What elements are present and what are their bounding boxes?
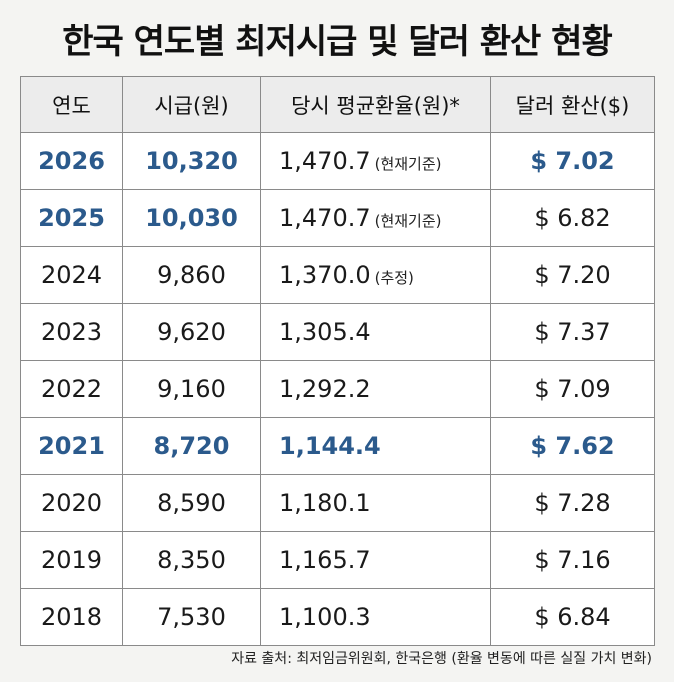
table-row: 2026 10,320 1,470.7 (현재기준) $ 7.02 — [20, 132, 655, 190]
year-cell: 2018 — [20, 588, 123, 646]
rate-value: 1,292.2 — [279, 375, 371, 403]
year-cell: 2025 — [20, 189, 123, 247]
wage-cell: 9,620 — [122, 303, 261, 361]
wage-cell: 9,160 — [122, 360, 261, 418]
rate-cell: 1,305.4 — [260, 303, 491, 361]
table-row: 2020 8,590 1,180.1 $ 7.28 — [20, 474, 655, 532]
table-row: 2025 10,030 1,470.7 (현재기준) $ 6.82 — [20, 189, 655, 247]
table-row: 2021 8,720 1,144.4 $ 7.62 — [20, 417, 655, 475]
year-cell: 2019 — [20, 531, 123, 589]
rate-cell: 1,180.1 — [260, 474, 491, 532]
usd-cell: $ 6.82 — [490, 189, 655, 247]
year-cell: 2026 — [20, 132, 123, 190]
table-row: 2024 9,860 1,370.0 (추정) $ 7.20 — [20, 246, 655, 304]
minimum-wage-table: 연도 시급(원) 당시 평균환율(원)* 달러 환산($) 2026 10,32… — [20, 76, 655, 646]
wage-cell: 10,320 — [122, 132, 261, 190]
page-title: 한국 연도별 최저시급 및 달러 환산 현황 — [62, 22, 613, 62]
rate-cell: 1,144.4 — [260, 417, 491, 475]
year-cell: 2020 — [20, 474, 123, 532]
usd-cell: $ 7.09 — [490, 360, 655, 418]
wage-cell: 9,860 — [122, 246, 261, 304]
rate-value: 1,370.0 — [279, 261, 371, 289]
source-note: 자료 출처: 최저임금위원회, 한국은행 (환율 변동에 따른 실질 가치 변화… — [231, 651, 652, 667]
rate-value: 1,305.4 — [279, 318, 371, 346]
year-cell: 2024 — [20, 246, 123, 304]
header-year: 연도 — [20, 76, 123, 133]
rate-cell: 1,470.7 (현재기준) — [260, 189, 491, 247]
rate-note: (추정) — [374, 269, 414, 287]
year-cell: 2021 — [20, 417, 123, 475]
rate-value: 1,470.7 — [279, 147, 371, 175]
rate-cell: 1,165.7 — [260, 531, 491, 589]
header-exchange-rate: 당시 평균환율(원)* — [260, 76, 491, 133]
rate-value: 1,180.1 — [279, 489, 371, 517]
year-cell: 2022 — [20, 360, 123, 418]
table-row: 2019 8,350 1,165.7 $ 7.16 — [20, 531, 655, 589]
usd-cell: $ 7.37 — [490, 303, 655, 361]
wage-cell: 8,720 — [122, 417, 261, 475]
year-cell: 2023 — [20, 303, 123, 361]
rate-value: 1,165.7 — [279, 546, 371, 574]
rate-value: 1,144.4 — [279, 432, 381, 460]
usd-cell: $ 6.84 — [490, 588, 655, 646]
rate-cell: 1,292.2 — [260, 360, 491, 418]
usd-cell: $ 7.02 — [490, 132, 655, 190]
rate-value: 1,470.7 — [279, 204, 371, 232]
rate-cell: 1,370.0 (추정) — [260, 246, 491, 304]
wage-cell: 8,350 — [122, 531, 261, 589]
rate-note: (현재기준) — [374, 155, 442, 173]
usd-cell: $ 7.62 — [490, 417, 655, 475]
table-row: 2018 7,530 1,100.3 $ 6.84 — [20, 588, 655, 646]
table-row: 2023 9,620 1,305.4 $ 7.37 — [20, 303, 655, 361]
rate-cell: 1,470.7 (현재기준) — [260, 132, 491, 190]
header-wage: 시급(원) — [122, 76, 261, 133]
usd-cell: $ 7.16 — [490, 531, 655, 589]
wage-cell: 7,530 — [122, 588, 261, 646]
table-header-row: 연도 시급(원) 당시 평균환율(원)* 달러 환산($) — [20, 76, 655, 133]
wage-cell: 10,030 — [122, 189, 261, 247]
usd-cell: $ 7.28 — [490, 474, 655, 532]
rate-note: (현재기준) — [374, 212, 442, 230]
wage-cell: 8,590 — [122, 474, 261, 532]
usd-cell: $ 7.20 — [490, 246, 655, 304]
rate-value: 1,100.3 — [279, 603, 371, 631]
header-usd: 달러 환산($) — [490, 76, 655, 133]
rate-cell: 1,100.3 — [260, 588, 491, 646]
table-row: 2022 9,160 1,292.2 $ 7.09 — [20, 360, 655, 418]
